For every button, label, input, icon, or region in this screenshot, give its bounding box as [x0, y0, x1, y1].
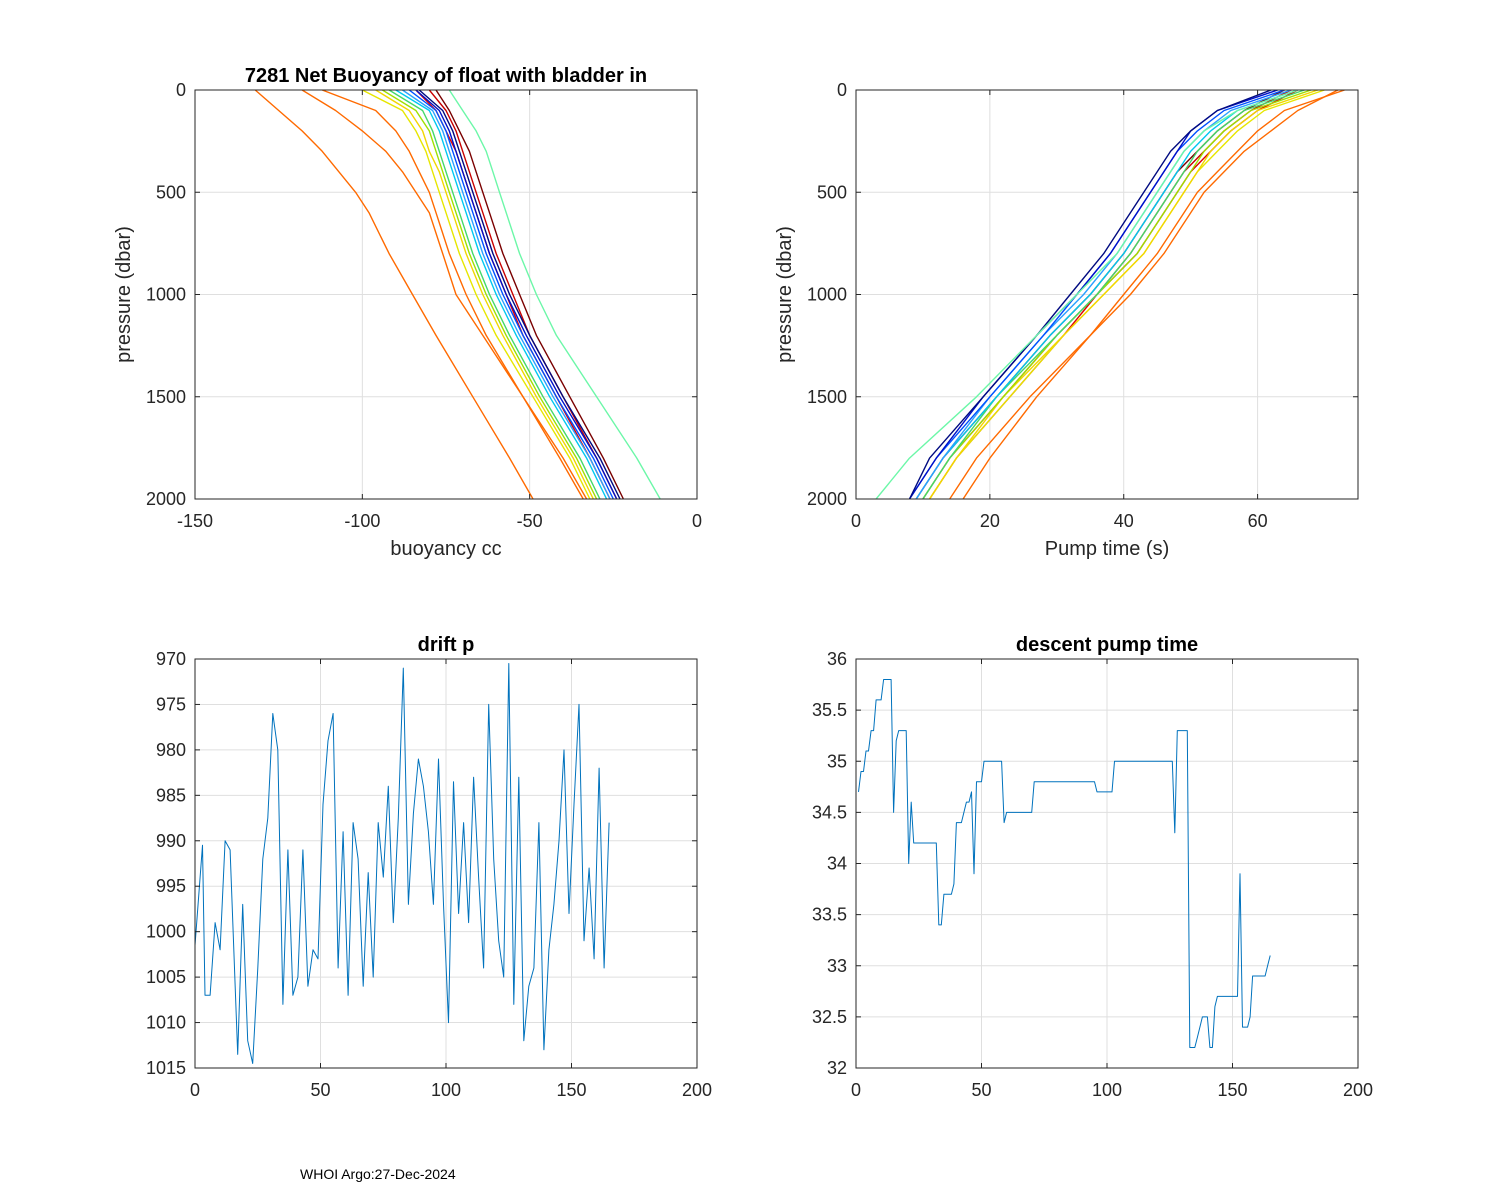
series-line-profile-cyan: [395, 90, 608, 499]
chart-title: descent pump time: [1016, 634, 1198, 656]
y-tick-label: 0: [837, 80, 847, 100]
y-tick-label: 1005: [146, 967, 186, 987]
series-line-profile-blue-1: [408, 90, 614, 499]
chart-driftp: 0 50 100 150 200 970 975 980 985 990 995 1000 1005 10…: [146, 634, 712, 1100]
x-tick-label: 0: [190, 1080, 200, 1100]
footer-credit: WHOI Argo:27-Dec-2024: [300, 1166, 456, 1182]
series-line-profile-navy: [908, 90, 1272, 499]
x-tick-label: 150: [1217, 1080, 1247, 1100]
series-line-profile-mint: [448, 90, 661, 499]
y-tick-label: 1015: [146, 1058, 186, 1078]
x-tick-label: 40: [1114, 511, 1134, 531]
x-tick-label: -100: [344, 511, 380, 531]
series-line-profile-darkred: [435, 90, 625, 499]
x-tick-label: 0: [692, 511, 702, 531]
x-tick-label: 20: [980, 511, 1000, 531]
x-tick-label: -50: [517, 511, 543, 531]
y-tick-label: 1500: [146, 387, 186, 407]
y-tick-label: 2000: [807, 489, 847, 509]
series-line-profile-lime: [922, 90, 1312, 499]
y-tick-label: 0: [176, 80, 186, 100]
y-tick-label: 2000: [146, 489, 186, 509]
x-tick-label: -150: [177, 511, 213, 531]
series-line-profile-yellow-1: [361, 90, 591, 499]
y-tick-label: 990: [156, 831, 186, 851]
y-tick-label: 34: [827, 854, 847, 874]
series-line-profile-cyan: [915, 90, 1299, 499]
series-line-profile-green: [388, 90, 601, 499]
y-tick-label: 35: [827, 751, 847, 771]
series-line-descent-pump-time: [858, 679, 1271, 1048]
chart-buoyancy: -150 -100 -50 0 0 500 1000 1500 2000 7281 Net Buo…: [113, 65, 702, 560]
series-group: [254, 90, 661, 499]
series-line-profile-yellow-2: [375, 90, 594, 499]
y-tick-label: 34.5: [812, 802, 847, 822]
series-line-profile-orange-3: [321, 90, 584, 499]
series-line-profile-lime: [382, 90, 598, 499]
series-group: [875, 90, 1345, 499]
y-tick-label: 995: [156, 876, 186, 896]
chart-title: drift p: [418, 634, 475, 656]
y-tick-label: 500: [817, 182, 847, 202]
x-axis-label: Pump time (s): [1045, 538, 1169, 560]
series-line-profile-mint: [875, 90, 1299, 499]
chart-title: 7281 Net Buoyancy of float with bladder …: [245, 65, 647, 87]
y-tick-label: 975: [156, 694, 186, 714]
y-tick-label: 32.5: [812, 1007, 847, 1027]
series-line-profile-orange-1: [962, 90, 1345, 499]
y-tick-label: 1010: [146, 1013, 186, 1033]
y-axis-label: pressure (dbar): [774, 226, 796, 363]
y-tick-label: 1500: [807, 387, 847, 407]
series-group: [195, 663, 610, 1064]
x-tick-label: 0: [851, 511, 861, 531]
y-tick-label: 32: [827, 1058, 847, 1078]
series-line-profile-navy: [418, 90, 621, 499]
series-line-profile-blue-2: [415, 90, 618, 499]
series-line-profile-orange-1: [254, 90, 534, 499]
y-tick-label: 36: [827, 649, 847, 669]
y-tick-label: 33: [827, 956, 847, 976]
y-tick-label: 500: [156, 182, 186, 202]
x-tick-label: 200: [1343, 1080, 1373, 1100]
series-line-profile-orange-2: [949, 90, 1339, 499]
x-tick-label: 0: [851, 1080, 861, 1100]
y-tick-label: 985: [156, 785, 186, 805]
x-axis-label: buoyancy cc: [390, 538, 501, 560]
y-tick-label: 1000: [146, 285, 186, 305]
y-axis-label: pressure (dbar): [113, 226, 135, 363]
x-tick-label: 150: [556, 1080, 586, 1100]
series-line-drift-pressure: [195, 663, 610, 1064]
x-tick-label: 50: [310, 1080, 330, 1100]
y-tick-label: 1000: [807, 285, 847, 305]
y-tick-label: 970: [156, 649, 186, 669]
x-tick-label: 50: [971, 1080, 991, 1100]
y-tick-label: 35.5: [812, 700, 847, 720]
x-tick-label: 60: [1248, 511, 1268, 531]
chart-pumptime: 0 20 40 60 0 500 1000 1500 2000 Pump time (s) pres…: [774, 80, 1359, 560]
x-tick-label: 100: [431, 1080, 461, 1100]
chart-descentpump: 0 50 100 150 200 32 32.5 33 33.5 34 34.5 35 35.5 36 de…: [812, 634, 1373, 1100]
series-group: [858, 679, 1271, 1048]
y-tick-label: 1000: [146, 922, 186, 942]
y-tick-label: 980: [156, 740, 186, 760]
x-tick-label: 200: [682, 1080, 712, 1100]
x-tick-label: 100: [1092, 1080, 1122, 1100]
series-line-profile-lightblue: [402, 90, 611, 499]
y-tick-label: 33.5: [812, 905, 847, 925]
